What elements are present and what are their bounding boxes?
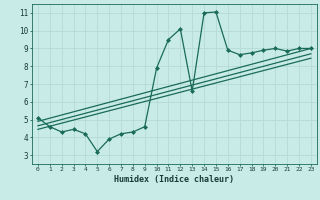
X-axis label: Humidex (Indice chaleur): Humidex (Indice chaleur): [115, 175, 234, 184]
